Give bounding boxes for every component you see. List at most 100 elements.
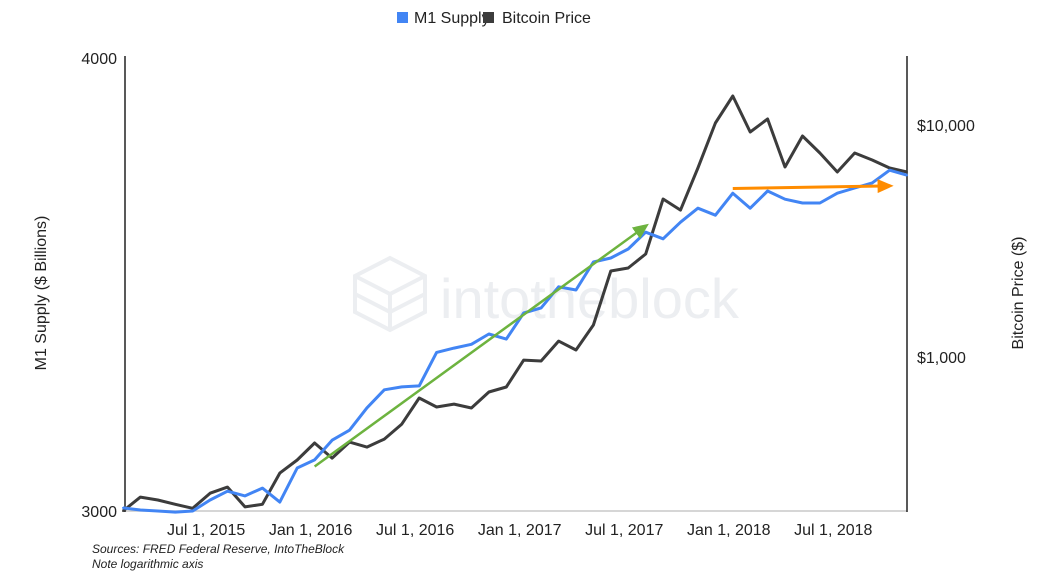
data-point [906,171,908,174]
data-point [122,506,124,509]
right-axis-title: Bitcoin Price ($) [1010,237,1027,350]
data-point [261,503,264,506]
data-point [209,492,212,495]
data-point [679,221,682,224]
data-point [662,198,665,201]
data-point [435,351,438,354]
data-point [888,169,891,172]
data-point [243,494,246,497]
legend-label-m1: M1 Supply [414,10,490,27]
data-point [313,458,316,461]
cube-logo-icon [353,255,427,333]
trend-arrow-green [313,223,649,468]
data-point [418,384,421,387]
data-point [226,486,229,489]
data-point [731,192,734,195]
series-line-bitcoin-price [122,94,908,513]
data-point [766,190,769,193]
data-point [749,131,752,134]
right-tick-10000: $10,000 [917,118,975,135]
x-tick-label: Jan 1, 2016 [269,522,353,539]
data-point [470,407,473,410]
data-point [696,207,699,210]
data-point [139,496,142,499]
data-point [400,423,403,426]
data-point [453,403,456,406]
data-point [453,347,456,350]
data-point [505,385,508,388]
data-point [331,439,334,442]
data-point [122,510,124,512]
data-point [365,446,368,449]
data-point [557,340,560,343]
data-point [627,267,630,270]
data-point [784,198,787,201]
footnote-log-note: Note logarithmic axis [92,557,203,571]
left-axis-title: M1 Supply ($ Billions) [33,216,50,371]
data-point [801,135,804,138]
data-point [383,438,386,441]
legend: M1 Supply Bitcoin Price [397,10,591,27]
data-point [435,406,438,409]
x-tick-label: Jul 1, 2016 [376,522,454,539]
data-point [278,472,281,475]
data-point [627,248,630,251]
data-point [818,152,821,155]
right-tick-1000: $1,000 [917,350,966,367]
data-point [540,359,543,362]
data-point [278,501,281,504]
data-point [766,118,769,121]
x-tick-label: Jan 1, 2017 [478,522,562,539]
x-tick-label: Jul 1, 2018 [794,522,872,539]
data-point [644,231,647,234]
data-point [365,406,368,409]
data-point [348,429,351,432]
data-point [888,167,891,170]
legend-swatch-m1 [397,12,408,23]
data-point [609,256,612,259]
legend-label-bitcoin: Bitcoin Price [502,10,591,27]
data-point [487,390,490,393]
x-tick-label: Jul 1, 2017 [585,522,663,539]
data-point [174,503,177,506]
data-point [836,171,839,174]
data-point [784,166,787,169]
data-point [818,202,821,205]
data-point [801,202,804,205]
data-point [836,192,839,195]
data-point [853,152,856,155]
data-point [243,505,246,508]
data-point [191,507,194,510]
data-point [522,359,525,362]
watermark-text: intotheblock [440,267,740,330]
data-point [261,487,264,490]
data-point [505,338,508,341]
data-point [540,306,543,309]
data-point [731,95,734,98]
data-point [662,237,665,240]
data-point [592,324,595,327]
data-point [226,490,229,493]
data-point [574,349,577,352]
data-point [418,397,421,400]
x-tick-label: Jul 1, 2015 [167,522,245,539]
data-point [487,332,490,335]
data-point [470,343,473,346]
data-point [557,285,560,288]
data-point [679,209,682,212]
data-point [191,510,194,512]
data-point [906,174,908,177]
data-point [139,508,142,511]
data-point [714,214,717,217]
x-tick-labels: Jul 1, 2015 Jan 1, 2016 Jul 1, 2016 Jan 1, … [167,522,873,539]
data-point [296,467,299,470]
trend-arrow-orange [732,179,894,194]
data-point [313,442,316,445]
series-line-m1-supply [122,168,908,514]
x-tick-label: Jan 1, 2018 [687,522,771,539]
data-point [174,511,177,514]
data-point [871,181,874,184]
data-point [209,499,212,502]
series-lines [122,94,908,514]
data-point [871,159,874,162]
